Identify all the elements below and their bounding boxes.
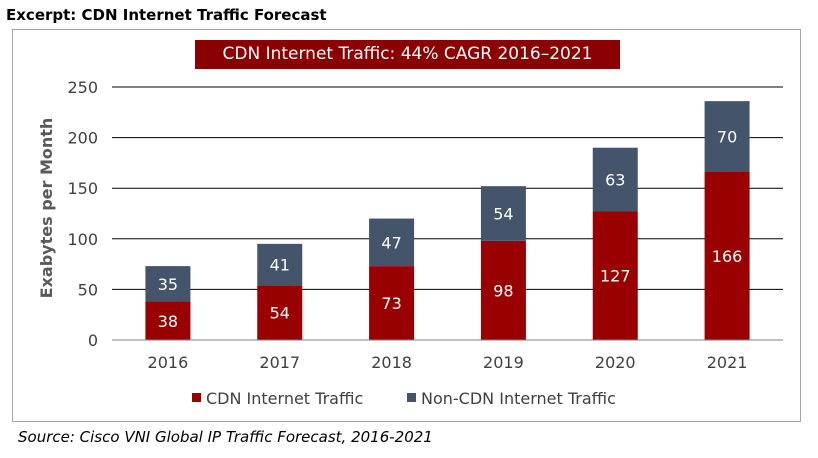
x-tick-label: 2020: [595, 353, 636, 372]
y-tick-label: 100: [67, 230, 98, 249]
y-axis-ticks: 0 50 100 150 200 250: [67, 78, 98, 350]
legend-label-cdn: CDN Internet Traffic: [206, 389, 363, 408]
bar-cdn: [704, 172, 750, 340]
data-label-noncdn: 63: [605, 171, 625, 190]
chart-title: CDN Internet Traffic: 44% CAGR 2016–2021: [195, 40, 620, 69]
bar-cdn: [369, 266, 415, 340]
legend-label-noncdn: Non-CDN Internet Traffic: [421, 389, 616, 408]
y-tick-label: 200: [67, 129, 98, 148]
data-label-noncdn: 70: [717, 128, 737, 147]
bar-cdn: [145, 301, 191, 340]
y-axis-label: Exabytes per Month: [37, 118, 56, 299]
legend-swatch-noncdn: [407, 393, 416, 402]
data-label-cdn: 73: [381, 294, 401, 313]
y-tick-label: 250: [67, 78, 98, 97]
bar-noncdn: [704, 101, 750, 173]
bar-cdn: [592, 211, 638, 340]
x-tick-label: 2021: [707, 353, 748, 372]
x-tick-label: 2019: [483, 353, 524, 372]
bar-noncdn: [480, 186, 526, 241]
chart-frame: [12, 29, 801, 422]
x-tick-label: 2016: [148, 353, 189, 372]
bar-noncdn: [257, 243, 303, 286]
excerpt-heading: Excerpt: CDN Internet Traffic Forecast: [6, 6, 327, 24]
data-label-noncdn: 35: [158, 275, 178, 294]
data-label-noncdn: 47: [381, 233, 401, 252]
x-tick-label: 2018: [371, 353, 412, 372]
y-tick-label: 150: [67, 179, 98, 198]
data-label-cdn: 38: [158, 312, 178, 331]
y-tick-label: 0: [88, 331, 98, 350]
source-note: Source: Cisco VNI Global IP Traffic Fore…: [18, 428, 433, 446]
gridlines: [112, 86, 783, 290]
x-axis-ticks: 2016 2017 2018 2019 2020 2021: [148, 353, 748, 372]
data-label-cdn: 166: [712, 247, 743, 266]
bar-cdn: [480, 240, 526, 340]
data-label-cdn: 98: [493, 281, 513, 300]
y-tick-label: 50: [78, 280, 98, 299]
data-label-cdn: 54: [270, 304, 290, 323]
bar-cdn: [257, 285, 303, 340]
data-label-cdn: 127: [600, 267, 631, 286]
legend-swatch-cdn: [192, 393, 201, 402]
bar-noncdn: [145, 266, 191, 302]
bar-noncdn: [369, 218, 415, 267]
legend: CDN Internet Traffic Non-CDN Internet Tra…: [192, 389, 616, 408]
data-label-noncdn: 54: [493, 205, 513, 224]
x-tick-label: 2017: [259, 353, 300, 372]
bars: 38 35 54 41 73 47 98 54 127 63 166 70: [145, 101, 750, 340]
bar-noncdn: [592, 147, 638, 212]
data-label-noncdn: 41: [270, 256, 290, 275]
